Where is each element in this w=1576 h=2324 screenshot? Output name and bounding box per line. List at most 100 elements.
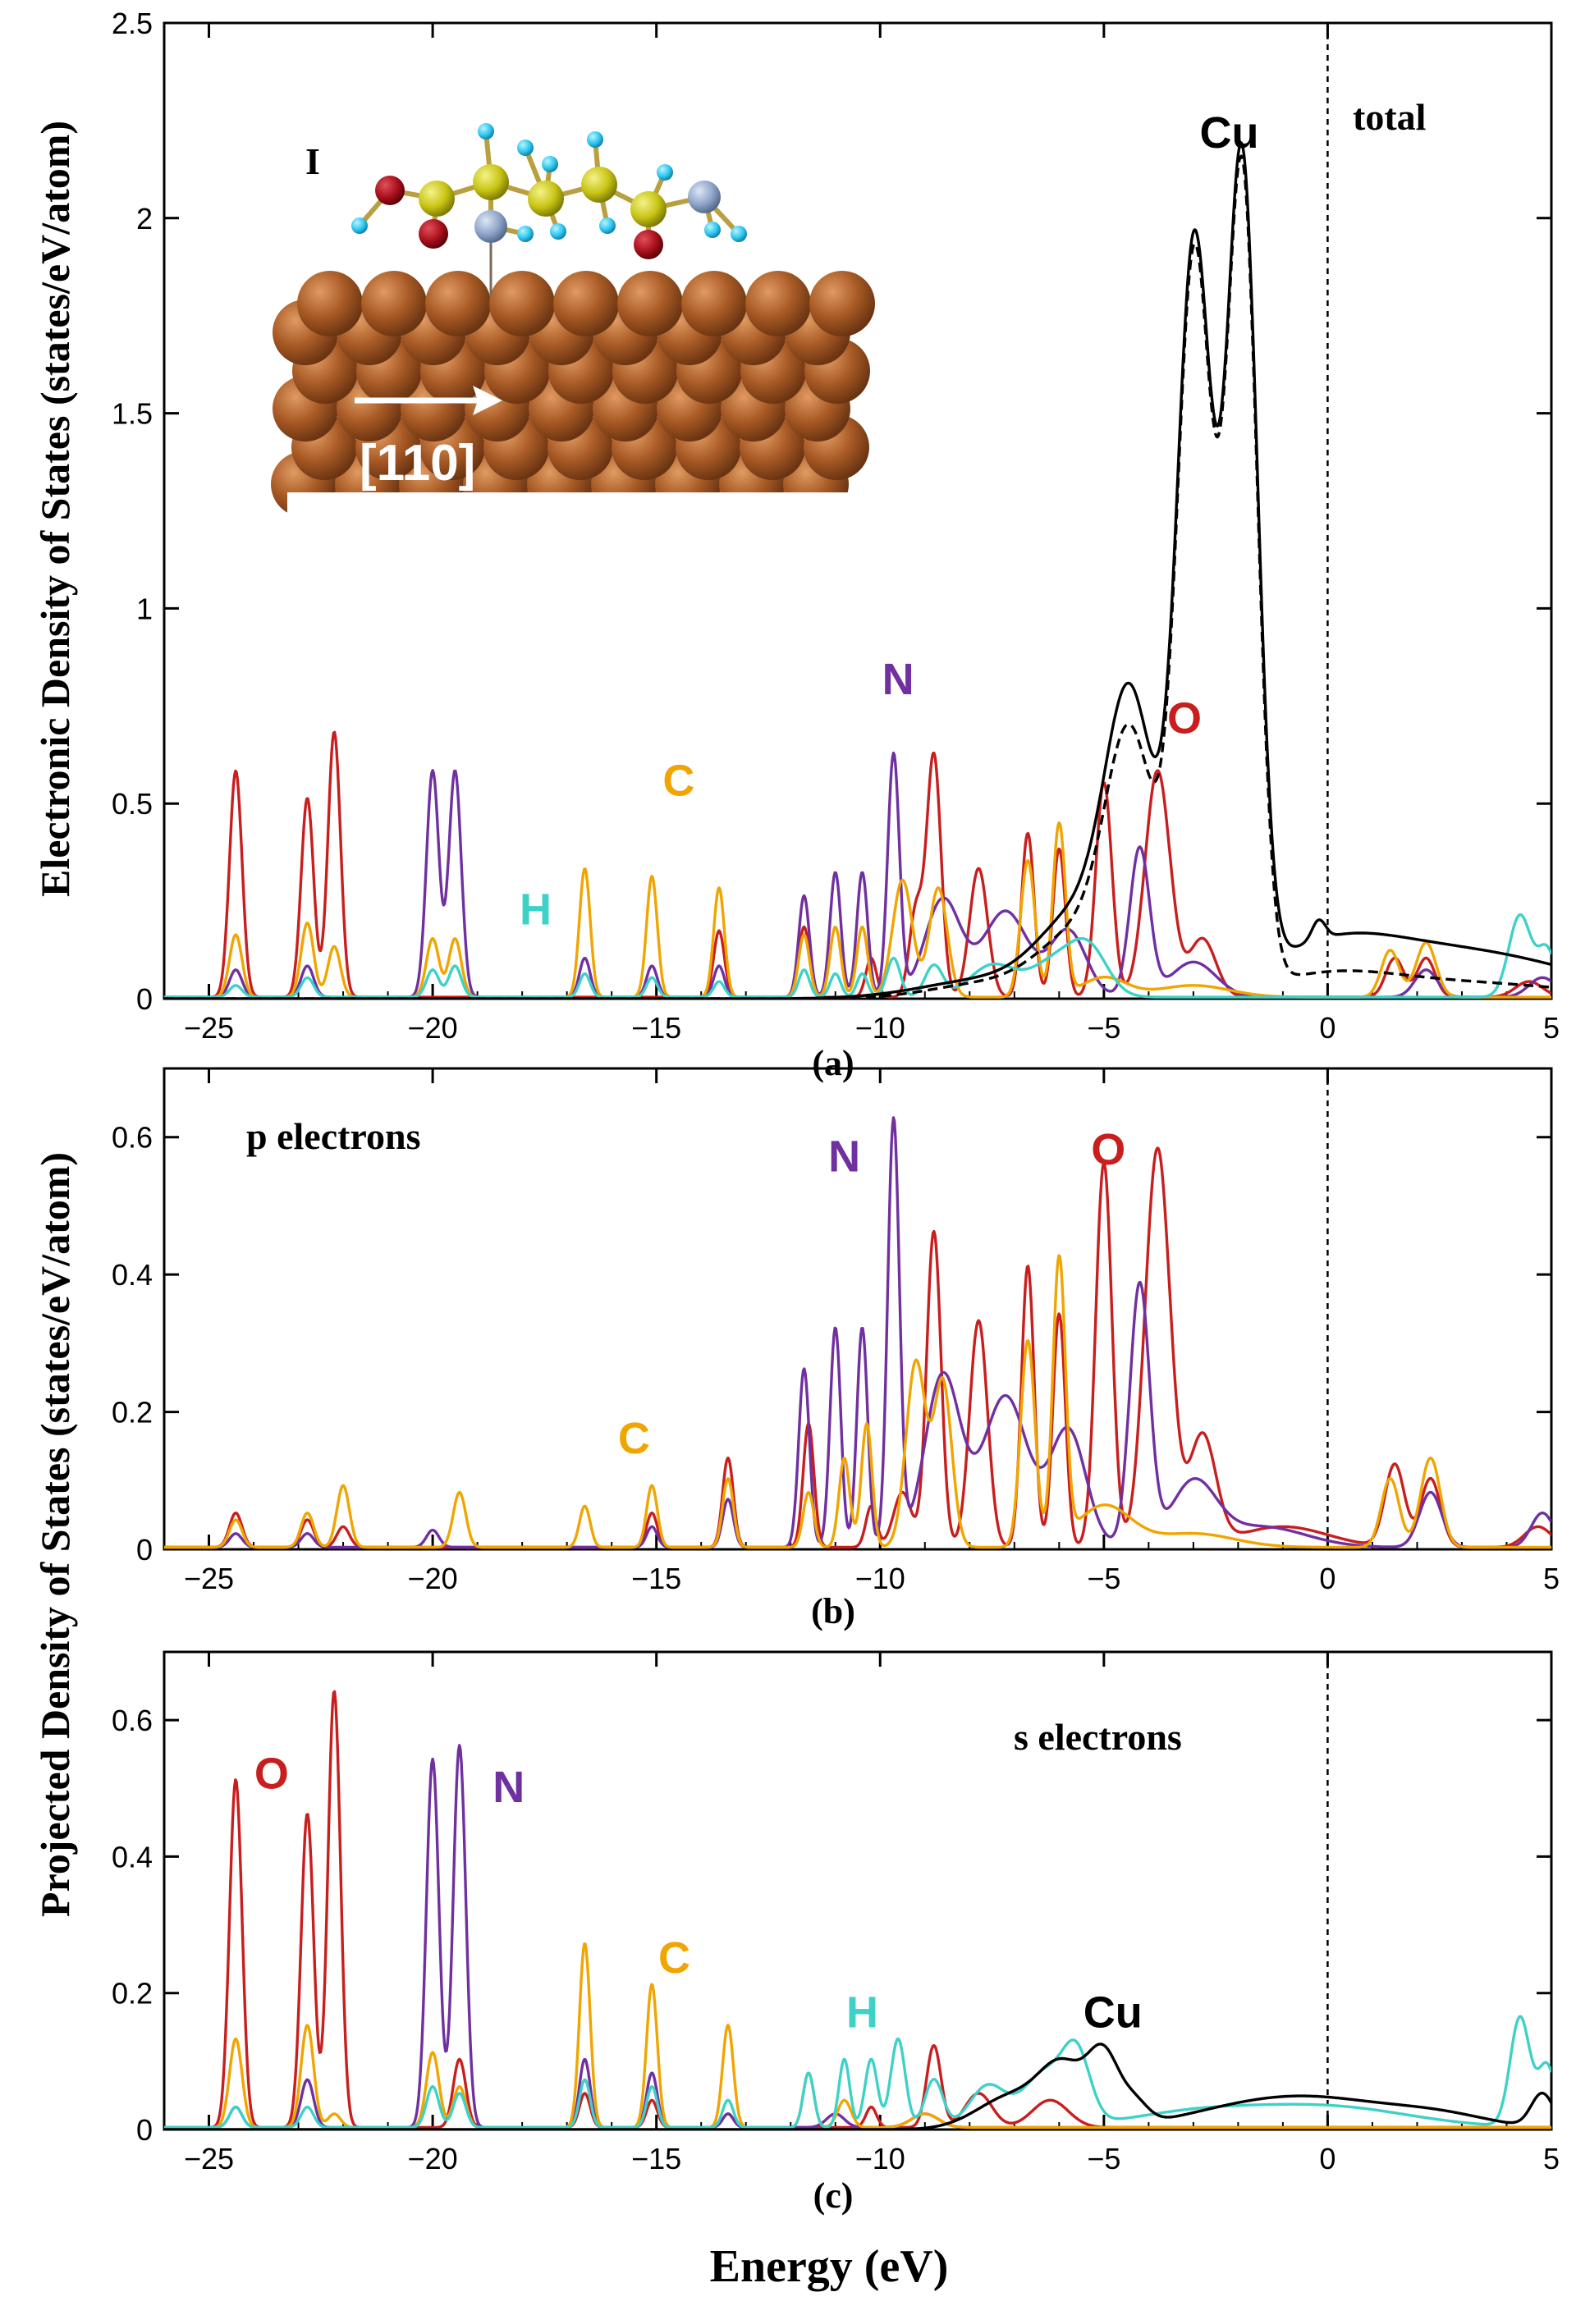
x-tick-label-b: 0 xyxy=(1319,1562,1335,1595)
y-tick-label-a: 0.5 xyxy=(112,787,153,821)
cu-atom xyxy=(553,271,619,336)
molecule-atom xyxy=(478,123,494,140)
panel-c: −25 −20 −15 −10 −5 0 5 0 0.2 0.4 0.6 O N C H Cu s electr… xyxy=(112,1650,1560,2216)
molecule-atom xyxy=(419,219,448,249)
series-group-a xyxy=(164,141,1551,999)
x-tick-label-a: 0 xyxy=(1319,1011,1335,1045)
series-c-h xyxy=(164,2015,1551,2130)
plot-frame-c xyxy=(163,1650,1553,2131)
molecule-atom xyxy=(657,164,673,181)
molecule-atom xyxy=(634,230,663,259)
y-tick-label-a: 1 xyxy=(136,592,153,625)
y-tick-label-b: 0.2 xyxy=(112,1396,153,1430)
series-group-c xyxy=(164,1690,1551,2130)
y-tick-label-b: 0 xyxy=(136,1533,153,1567)
panel-annotation-c: s electrons xyxy=(1014,1716,1182,1758)
molecule-atom xyxy=(419,181,455,217)
cu-atom xyxy=(361,271,427,336)
element-label-c-c: C xyxy=(658,1933,690,1983)
molecule-atom xyxy=(474,210,507,243)
element-label-c-o: O xyxy=(254,1749,289,1798)
molecule-atom xyxy=(630,191,667,227)
cu-atom xyxy=(745,271,811,336)
series-a-n xyxy=(164,751,1551,999)
cu-slab xyxy=(271,271,878,525)
x-tick-label-b: −10 xyxy=(855,1562,905,1595)
molecule-atom xyxy=(581,167,617,203)
x-tick-label-a: −25 xyxy=(184,1011,234,1045)
y-tick-label-a: 0 xyxy=(136,982,153,1016)
series-group-b xyxy=(164,1116,1551,1549)
inset-mask xyxy=(287,492,878,525)
series-c-cu xyxy=(164,2043,1551,2130)
x-tick-label-c: 0 xyxy=(1319,2142,1335,2175)
x-tick-label-c: −5 xyxy=(1087,2142,1120,2175)
cu-atom xyxy=(297,271,363,336)
panel-annotation-a: total xyxy=(1353,96,1426,138)
series-c-o xyxy=(164,1690,1551,2130)
direction-label: [110] xyxy=(360,435,475,492)
y-tick-label-a: 2 xyxy=(136,202,153,236)
x-tick-label-c: −10 xyxy=(855,2142,905,2175)
y-axis-label-top: Electronic Density of States (states/eV/… xyxy=(32,121,78,897)
plot-frame-b xyxy=(163,1067,1553,1551)
panel-b: −25 −20 −15 −10 −5 0 5 0 0.2 0.4 0.6 N O Cp electrons… xyxy=(112,1067,1560,1631)
y-tick-label-c: 0.6 xyxy=(112,1704,153,1737)
molecule-atom xyxy=(587,131,603,148)
molecule-atom xyxy=(731,226,747,242)
y-tick-label-c: 0 xyxy=(136,2113,153,2147)
inset-molecule-on-cu-surface: I [110] xyxy=(271,123,878,525)
element-label-a-o: O xyxy=(1167,694,1202,743)
cu-atom xyxy=(425,271,491,336)
series-b-n xyxy=(164,1116,1551,1549)
molecule-atom xyxy=(351,217,368,234)
y-tick-label-c: 0.2 xyxy=(112,1977,153,2011)
y-tick-label-c: 0.4 xyxy=(112,1840,153,1873)
element-label-b-o: O xyxy=(1091,1125,1125,1174)
molecule-atom xyxy=(550,223,566,240)
x-tick-label-b: −20 xyxy=(408,1562,458,1595)
element-label-c-cu: Cu xyxy=(1084,1988,1143,2037)
cu-atom xyxy=(681,271,747,336)
element-label-a-h: H xyxy=(520,885,552,935)
molecule-atom xyxy=(528,181,564,217)
molecule-atom xyxy=(375,176,405,205)
direction-arrow-head xyxy=(473,386,502,415)
x-tick-label-b: 5 xyxy=(1543,1562,1560,1595)
panel-label-b: (b) xyxy=(811,1591,855,1631)
x-tick-label-a: −15 xyxy=(631,1011,681,1045)
molecule-atom xyxy=(542,156,558,172)
element-label-a-c: C xyxy=(662,757,694,806)
element-label-c-n: N xyxy=(492,1763,525,1812)
element-label-b-c: C xyxy=(618,1414,650,1463)
series-a-cu-dashed xyxy=(164,154,1551,999)
molecule-atom xyxy=(473,164,509,200)
y-axis-label-bottom: Projected Density of States (states/eV/a… xyxy=(32,1152,78,1917)
x-tick-label-a: −20 xyxy=(408,1011,458,1045)
x-tick-label-a: 5 xyxy=(1543,1011,1560,1045)
element-label-a-cu: Cu xyxy=(1199,108,1258,158)
series-a-cu-total xyxy=(164,141,1551,999)
molecule-atom xyxy=(704,222,721,238)
molecule-atom xyxy=(599,217,616,234)
panel-label-a: (a) xyxy=(812,1043,854,1083)
cu-atom xyxy=(809,271,875,336)
x-tick-label-a: −10 xyxy=(855,1011,905,1045)
inset-label: I xyxy=(305,140,320,182)
panel-label-c: (c) xyxy=(813,2175,854,2216)
x-tick-label-b: −5 xyxy=(1087,1562,1120,1595)
molecule xyxy=(351,123,747,295)
x-tick-label-b: −25 xyxy=(184,1562,234,1595)
cu-atom xyxy=(617,271,683,336)
series-b-c xyxy=(164,1254,1551,1549)
element-label-a-n: N xyxy=(882,655,914,704)
x-tick-label-b: −15 xyxy=(631,1562,681,1595)
cu-atom xyxy=(489,271,555,336)
element-label-c-h: H xyxy=(846,1988,878,2037)
y-tick-label-b: 0.4 xyxy=(112,1258,153,1292)
series-c-n xyxy=(164,1744,1551,2130)
series-a-h xyxy=(164,913,1551,999)
